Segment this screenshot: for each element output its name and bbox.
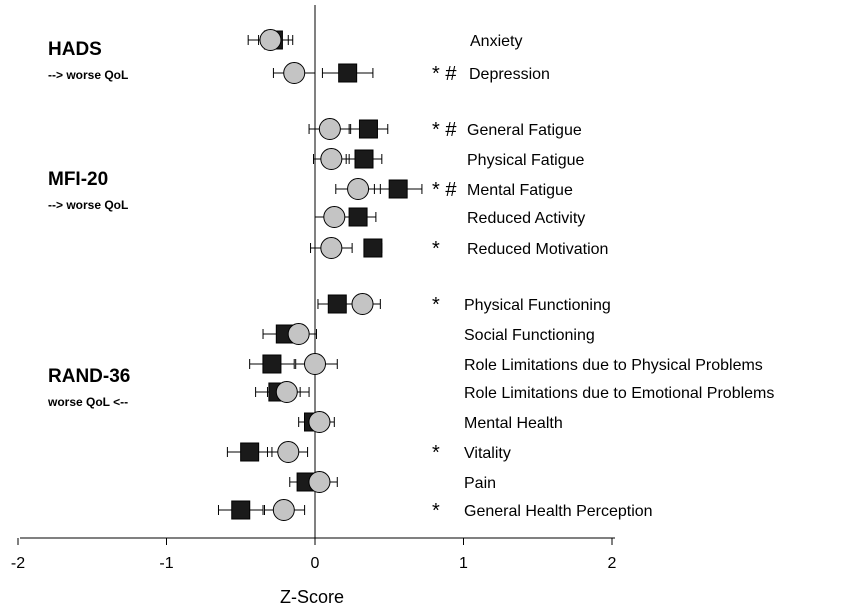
row-label: Role Limitations due to Physical Problem… [464,357,763,374]
significance-marks: * [432,442,440,464]
x-tick-label: 1 [459,555,468,572]
x-tick-label: -2 [11,555,25,572]
x-axis-title: Z-Score [280,587,344,607]
square-marker [231,500,251,520]
square-marker [327,294,347,314]
row-label: Social Functioning [464,327,595,344]
group-title: HADS [48,39,102,60]
circle-marker [259,29,282,51]
row-label: Depression [469,66,550,83]
row-label: General Fatigue [467,122,582,139]
square-marker [262,354,282,374]
x-tick-label: 0 [311,555,320,572]
square-marker [348,207,368,227]
data-row [314,206,377,228]
data-row [289,471,338,493]
data-row [247,29,294,51]
row-label: Physical Fatigue [467,152,584,169]
group-subtitle: --> worse QoL [48,198,128,212]
x-tick-label: 2 [608,555,617,572]
square-marker [338,63,358,83]
circle-marker [277,441,300,463]
data-row [298,411,335,433]
circle-marker [347,178,370,200]
row-label: Physical Functioning [464,297,611,314]
significance-marks: * # [432,119,457,141]
square-marker [354,149,374,169]
data-rows [217,29,423,521]
significance-marks: * # [432,63,457,85]
significance-marks: * [432,500,440,522]
row-label: General Health Perception [464,503,653,520]
significance-marks: * [432,294,440,316]
circle-marker [287,323,310,345]
circle-marker [283,62,306,84]
circle-marker [318,118,341,140]
data-row [262,323,317,345]
square-marker [388,179,408,199]
circle-marker [323,206,346,228]
row-label: Pain [464,475,496,492]
circle-marker [320,237,343,259]
data-row [217,499,306,521]
data-row [317,293,381,315]
circle-marker [304,353,326,375]
row-label: Anxiety [470,33,522,50]
significance-marks: * # [432,179,457,201]
square-marker [363,238,383,258]
data-row [335,178,423,200]
circle-marker [275,381,298,403]
row-label: Vitality [464,445,511,462]
data-row [308,118,389,140]
data-row [249,353,338,375]
data-row [226,441,309,463]
x-axis: -2 -1 0 1 2 Z-Score [11,5,617,607]
data-row [310,237,383,259]
row-label: Role Limitations due to Emotional Proble… [464,385,774,402]
square-marker [240,442,260,462]
circle-marker [320,148,343,170]
circle-marker [308,471,331,493]
circle-marker [351,293,374,315]
data-row [313,148,383,170]
row-label: Reduced Activity [467,210,585,227]
row-label: Mental Fatigue [467,182,573,199]
x-tick-label: -1 [159,555,173,572]
row-label: Mental Health [464,415,563,432]
row-label: Reduced Motivation [467,241,608,258]
group-title: RAND-36 [48,366,130,387]
circle-marker [272,499,295,521]
circle-marker [308,411,331,433]
row-labels: Anxiety * # Depression * # General Fatigue Ph… [432,33,774,522]
square-marker [358,119,378,139]
data-row [272,62,374,84]
significance-marks: * [432,238,440,260]
group-labels: HADS --> worse QoL MFI-20 --> worse QoL RAND… [47,39,130,409]
data-row [255,381,310,403]
group-subtitle: worse QoL <-- [47,395,128,409]
group-subtitle: --> worse QoL [48,68,128,82]
group-title: MFI-20 [48,169,108,190]
